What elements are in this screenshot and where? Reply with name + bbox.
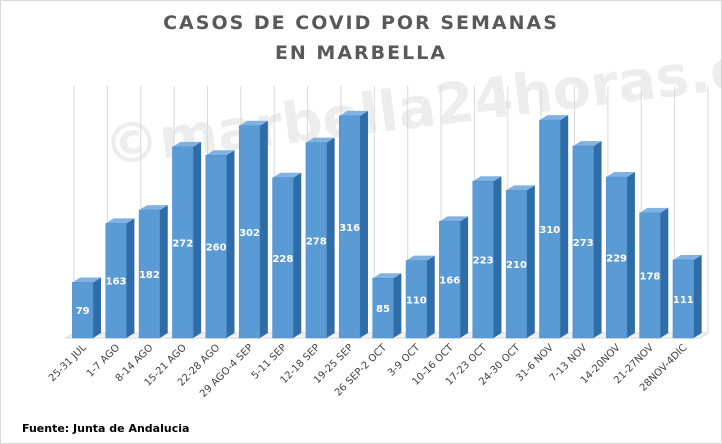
data-label: 316 xyxy=(339,223,360,234)
data-label: 229 xyxy=(606,254,627,265)
bar-top xyxy=(205,150,235,156)
bar xyxy=(505,190,528,339)
bar-side xyxy=(526,185,535,338)
bar-top xyxy=(506,185,535,191)
bar-top xyxy=(539,115,569,121)
bar-side xyxy=(159,205,168,338)
data-label: 163 xyxy=(106,277,127,288)
data-label: 310 xyxy=(539,225,560,236)
bar-top xyxy=(606,172,635,178)
data-label: 272 xyxy=(172,238,193,249)
bar-top xyxy=(672,254,702,260)
data-label: 110 xyxy=(406,295,427,306)
bar-top xyxy=(406,255,435,261)
bar xyxy=(305,142,327,339)
bar xyxy=(72,282,94,339)
chart-title-line2: EN MARBELLA xyxy=(274,42,448,64)
bar-side xyxy=(359,110,368,338)
data-label: 302 xyxy=(239,228,260,239)
bar xyxy=(172,146,194,339)
bar xyxy=(639,212,661,339)
bar-top xyxy=(172,141,202,147)
bar xyxy=(572,145,594,339)
bar-side xyxy=(560,115,569,338)
data-label: 79 xyxy=(76,306,90,317)
bar-top xyxy=(639,207,669,213)
bar-side xyxy=(393,273,402,338)
bar-top xyxy=(439,216,469,222)
bar-top xyxy=(339,110,368,116)
bar-top xyxy=(472,176,502,182)
bar xyxy=(238,125,261,339)
bar-side xyxy=(259,120,268,338)
bar-top xyxy=(239,120,268,126)
bar-side xyxy=(693,254,702,338)
x-tick-label: 25-31 JUL xyxy=(47,342,89,384)
bar-side xyxy=(593,141,602,338)
bar-side xyxy=(93,277,102,338)
bar xyxy=(605,176,628,339)
data-label: 182 xyxy=(139,270,160,281)
bar xyxy=(205,155,227,339)
chart-title-line1: CASOS DE COVID POR SEMANAS xyxy=(163,12,559,34)
bar xyxy=(372,278,394,339)
bar-top xyxy=(305,137,335,143)
bar-side xyxy=(293,172,302,338)
data-label: 111 xyxy=(673,295,694,306)
bar-side xyxy=(660,207,669,338)
data-label: 210 xyxy=(506,260,527,271)
data-label: 223 xyxy=(473,256,494,267)
bar-side xyxy=(126,218,135,338)
bar xyxy=(405,260,427,339)
bar-top xyxy=(572,141,602,147)
bar-top xyxy=(139,205,168,211)
source-note: Fuente: Junta de Andalucia xyxy=(22,422,190,435)
bar-top xyxy=(372,273,402,279)
bar-side xyxy=(426,255,435,338)
bar-side xyxy=(460,216,469,338)
bar-top xyxy=(105,218,135,224)
data-label: 278 xyxy=(306,236,327,247)
bar-top xyxy=(72,277,102,283)
data-label: 166 xyxy=(439,276,460,287)
bar-side xyxy=(226,150,235,338)
bar xyxy=(105,223,127,339)
bar xyxy=(539,119,561,339)
data-label: 228 xyxy=(272,254,293,265)
data-label: 260 xyxy=(206,243,227,254)
bar xyxy=(439,221,461,339)
bar xyxy=(339,115,361,339)
bar-top xyxy=(272,172,302,178)
bar-side xyxy=(326,137,335,338)
bar-side xyxy=(193,141,202,338)
data-label: 178 xyxy=(640,271,661,282)
bar xyxy=(472,181,494,339)
bar-side xyxy=(493,176,502,338)
bar-side xyxy=(626,172,635,338)
bar xyxy=(138,209,161,339)
data-label: 273 xyxy=(573,238,594,249)
bar xyxy=(672,259,694,339)
bar xyxy=(272,177,294,339)
data-label: 85 xyxy=(376,304,390,315)
